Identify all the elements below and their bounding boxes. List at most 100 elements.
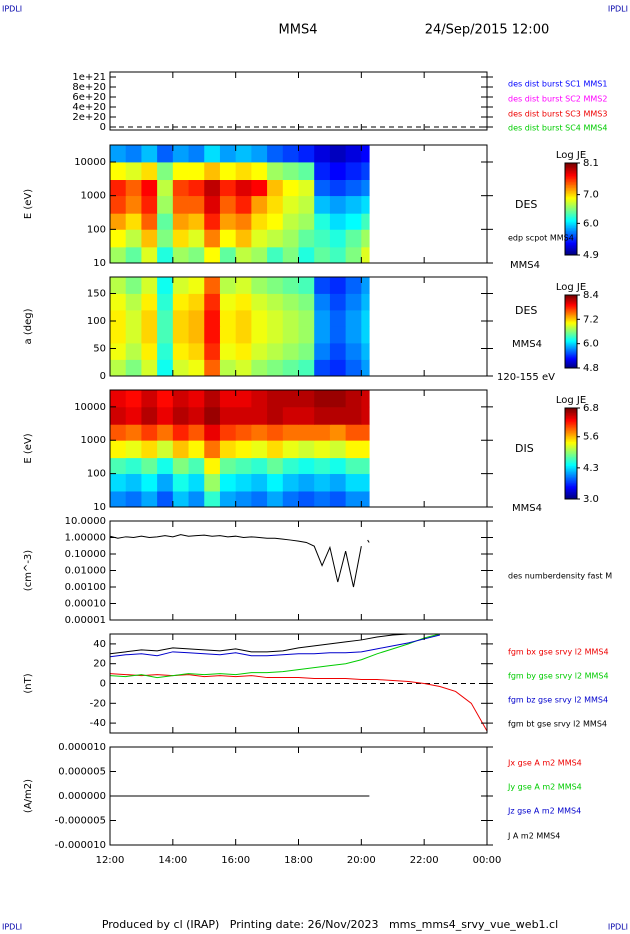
heatmap-cell <box>125 359 142 376</box>
heatmap-cell <box>235 491 252 507</box>
legend-label: fgm by gse srvy l2 MMS4 <box>508 672 609 681</box>
colorbar-step <box>565 221 577 224</box>
colorbar-frame <box>564 294 578 369</box>
heatmap-cell <box>345 326 362 344</box>
heatmap-cell <box>219 390 237 408</box>
heatmap-cell <box>141 406 158 425</box>
chart-date: 24/Sep/2015 12:00 <box>425 23 549 38</box>
heatmap-cell <box>188 145 205 163</box>
colorbar-step <box>565 233 577 236</box>
heatmap-cell <box>298 359 315 376</box>
colorbar-step <box>565 450 577 453</box>
heatmap-cell <box>141 491 158 507</box>
panel-label: DES <box>515 304 537 317</box>
heatmap-cell <box>329 310 347 327</box>
legend-label: Jz gse A m2 MMS4 <box>507 807 581 816</box>
y-tick-label: 10 <box>93 258 106 269</box>
heatmap-cell <box>141 343 158 360</box>
colorbar-step <box>565 303 577 306</box>
heatmap-cell <box>219 491 237 507</box>
colorbar-step <box>565 327 577 330</box>
heatmap-cell <box>172 440 189 459</box>
heatmap-cell <box>361 195 370 214</box>
y-tick-label: 100 <box>87 224 106 235</box>
heatmap-cell <box>361 310 370 327</box>
heatmap-cell <box>125 145 142 163</box>
heatmap-cell <box>141 326 158 344</box>
colorbar-step <box>565 182 577 185</box>
series-line <box>110 634 441 679</box>
heatmap-cell <box>204 213 221 230</box>
colorbar-step <box>565 359 577 362</box>
colorbar-step <box>565 307 577 309</box>
heatmap-cell <box>314 473 331 492</box>
colorbar-step <box>565 172 577 175</box>
heatmap-cell <box>361 491 370 507</box>
colorbar-step <box>565 202 577 205</box>
colorbar-step <box>565 357 577 359</box>
heatmap-cell <box>251 424 268 441</box>
heatmap-cell <box>298 310 315 327</box>
heatmap-cell <box>345 277 362 294</box>
heatmap-cell <box>235 343 252 360</box>
colorbar-step <box>565 320 577 323</box>
heatmap-cell <box>267 293 284 311</box>
colorbar-step <box>565 216 577 219</box>
colorbar-step <box>565 444 577 447</box>
heatmap-cell <box>188 277 205 294</box>
heatmap-cell <box>110 293 127 311</box>
heatmap-cell <box>219 310 237 327</box>
colorbar-step <box>565 471 577 474</box>
colorbar-step <box>565 343 577 346</box>
heatmap-cell <box>267 473 284 492</box>
heatmap-cell <box>282 229 299 248</box>
colorbar-step <box>565 309 577 312</box>
heatmap-cell <box>329 359 347 376</box>
colorbar-step <box>565 302 577 305</box>
colorbar-step <box>565 336 577 339</box>
colorbar-tick-label: 6.8 <box>583 403 599 414</box>
heatmap-cell <box>157 145 174 163</box>
legend-label: des dist burst SC3 MMS3 <box>508 110 607 119</box>
heatmap-cell <box>188 406 205 425</box>
colorbar-step <box>565 244 577 247</box>
y-axis-label: E (eV) <box>23 433 34 463</box>
heatmap-cell <box>235 326 252 344</box>
heatmap-cell <box>172 326 189 344</box>
colorbar-step <box>565 322 577 325</box>
heatmap-cell <box>251 179 268 197</box>
heatmap-cell <box>314 359 331 376</box>
colorbar-step <box>565 426 577 429</box>
heatmap-cell <box>282 145 299 163</box>
heatmap-cell <box>282 326 299 344</box>
heatmap-cell <box>204 424 221 441</box>
colorbar-step <box>565 176 577 179</box>
y-tick-label: 0.00001 <box>65 615 106 626</box>
heatmap-cell <box>329 293 347 311</box>
heatmap-cell <box>157 310 174 327</box>
colorbar-step <box>565 495 577 498</box>
heatmap-cell <box>157 162 174 181</box>
heatmap-cell <box>172 359 189 376</box>
colorbar-step <box>565 242 577 245</box>
colorbar-step <box>565 473 577 476</box>
colorbar-step <box>565 491 577 494</box>
heatmap-cell <box>298 277 315 294</box>
heatmap-cell <box>314 246 331 263</box>
heatmap-cell <box>282 457 299 475</box>
colorbar-step <box>565 235 577 238</box>
colorbar-step <box>565 227 577 230</box>
heatmap-cell <box>329 229 347 248</box>
heatmap-cell <box>314 195 331 214</box>
heatmap-cell <box>251 293 268 311</box>
heatmap-cell <box>125 440 142 459</box>
colorbar-step <box>565 232 577 235</box>
heatmap-cell <box>235 277 252 294</box>
heatmap-cell <box>172 213 189 230</box>
y-tick-label: 1000 <box>81 435 106 446</box>
y-tick-label: 0.000010 <box>58 742 106 753</box>
heatmap-cell <box>188 424 205 441</box>
colorbar-step <box>565 296 577 298</box>
colorbar-step <box>565 485 577 488</box>
colorbar-step <box>565 477 577 480</box>
